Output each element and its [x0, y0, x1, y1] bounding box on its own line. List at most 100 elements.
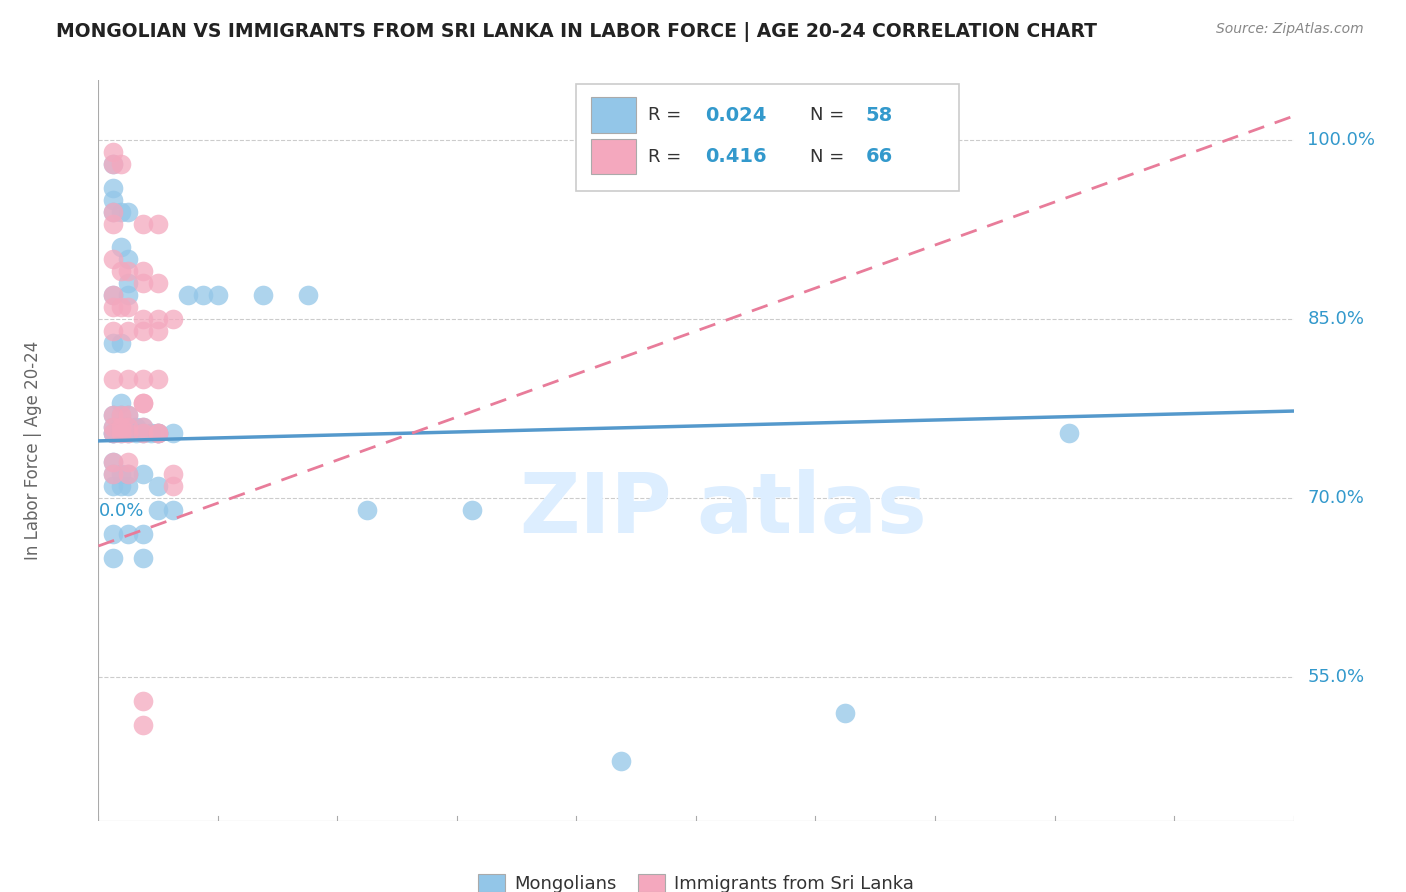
Point	[117, 277, 139, 291]
Text: In Labor Force | Age 20-24: In Labor Force | Age 20-24	[24, 341, 42, 560]
Point	[110, 204, 132, 219]
Point	[207, 288, 229, 302]
Text: atlas: atlas	[696, 469, 927, 550]
Point	[132, 277, 155, 291]
Point	[148, 372, 170, 386]
Text: Source: ZipAtlas.com: Source: ZipAtlas.com	[1216, 22, 1364, 37]
Text: 70.0%: 70.0%	[1308, 489, 1364, 508]
Point	[148, 425, 170, 440]
Point	[132, 467, 155, 482]
Point	[117, 288, 139, 302]
Text: R =: R =	[648, 106, 688, 124]
Point	[610, 754, 633, 768]
Point	[132, 718, 155, 732]
Point	[148, 217, 170, 231]
Point	[162, 312, 184, 326]
Point	[103, 479, 125, 493]
Point	[132, 425, 155, 440]
Point	[117, 467, 139, 482]
Point	[110, 425, 132, 440]
Point	[132, 395, 155, 409]
Point	[177, 288, 200, 302]
Point	[117, 264, 139, 278]
Point	[110, 336, 132, 351]
Text: 85.0%: 85.0%	[1308, 310, 1364, 328]
Point	[117, 527, 139, 541]
Point	[132, 264, 155, 278]
Point	[132, 312, 155, 326]
Point	[117, 455, 139, 469]
Point	[103, 157, 125, 171]
Point	[110, 419, 132, 434]
Point	[103, 527, 125, 541]
Point	[103, 455, 125, 469]
Point	[103, 408, 125, 422]
Point	[356, 503, 378, 517]
Point	[148, 312, 170, 326]
Point	[117, 204, 139, 219]
Point	[117, 425, 139, 440]
Point	[132, 324, 155, 338]
Point	[148, 324, 170, 338]
Point	[103, 425, 125, 440]
Text: MONGOLIAN VS IMMIGRANTS FROM SRI LANKA IN LABOR FORCE | AGE 20-24 CORRELATION CH: MONGOLIAN VS IMMIGRANTS FROM SRI LANKA I…	[56, 22, 1097, 42]
Point	[103, 425, 125, 440]
Text: N =: N =	[810, 106, 849, 124]
Text: N =: N =	[810, 147, 849, 166]
Point	[1059, 425, 1081, 440]
Point	[103, 157, 125, 171]
Point	[110, 264, 132, 278]
Point	[103, 252, 125, 267]
Point	[132, 550, 155, 565]
FancyBboxPatch shape	[576, 84, 959, 192]
Point	[103, 324, 125, 338]
Point	[132, 694, 155, 708]
Point	[252, 288, 274, 302]
Text: 0.416: 0.416	[706, 147, 768, 166]
Point	[191, 288, 214, 302]
Point	[117, 419, 139, 434]
Point	[117, 408, 139, 422]
Point	[162, 467, 184, 482]
Text: ZIP: ZIP	[520, 469, 672, 550]
Point	[103, 217, 125, 231]
Point	[103, 288, 125, 302]
Point	[110, 408, 132, 422]
Point	[103, 467, 125, 482]
Point	[132, 395, 155, 409]
Text: R =: R =	[648, 147, 688, 166]
Point	[103, 419, 125, 434]
Point	[103, 204, 125, 219]
Point	[162, 425, 184, 440]
Point	[110, 419, 132, 434]
Point	[103, 145, 125, 159]
Point	[110, 408, 132, 422]
Text: 66: 66	[866, 147, 893, 166]
Point	[125, 419, 148, 434]
Point	[103, 300, 125, 314]
Point	[148, 425, 170, 440]
Point	[297, 288, 319, 302]
Point	[110, 300, 132, 314]
Point	[117, 425, 139, 440]
Point	[110, 240, 132, 254]
Point	[117, 408, 139, 422]
Point	[103, 193, 125, 207]
Point	[103, 336, 125, 351]
Point	[103, 467, 125, 482]
Point	[103, 408, 125, 422]
Point	[132, 372, 155, 386]
FancyBboxPatch shape	[591, 97, 636, 133]
Point	[110, 467, 132, 482]
Point	[148, 479, 170, 493]
Point	[117, 300, 139, 314]
Point	[103, 455, 125, 469]
Point	[117, 372, 139, 386]
Point	[117, 479, 139, 493]
Point	[834, 706, 856, 721]
Point	[132, 419, 155, 434]
Point	[125, 425, 148, 440]
Text: 0.024: 0.024	[706, 105, 766, 125]
Point	[162, 503, 184, 517]
Point	[110, 479, 132, 493]
